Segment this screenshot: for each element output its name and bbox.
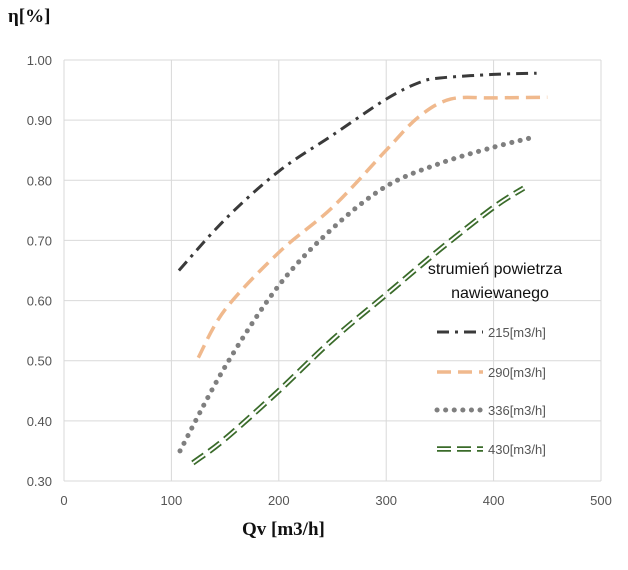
y-tick-label: 0.40 <box>27 414 52 429</box>
series-line-4-inner <box>192 187 525 464</box>
legend: 215[m3/h] 290[m3/h] 336[m3/h] 430[m3/h] <box>434 325 546 457</box>
y-tick-labels: 0.30 0.40 0.50 0.60 0.70 0.80 0.90 1.00 <box>27 53 52 489</box>
x-tick-labels: 0 100 200 300 400 500 <box>60 493 611 508</box>
series-line-3 <box>177 134 537 454</box>
legend-entry-2: 290[m3/h] <box>488 365 546 380</box>
legend-title-line-2: nawiewanego <box>451 285 549 302</box>
x-tick-label: 100 <box>161 493 183 508</box>
y-tick-label: 0.30 <box>27 474 52 489</box>
x-tick-label: 0 <box>60 493 67 508</box>
x-tick-label: 500 <box>590 493 612 508</box>
y-tick-label: 0.70 <box>27 233 52 248</box>
x-tick-label: 300 <box>375 493 397 508</box>
series-lines <box>177 71 548 466</box>
x-axis-label: Qv [m3/h] <box>242 519 325 540</box>
legend-entry-3: 336[m3/h] <box>488 403 546 418</box>
y-tick-label: 0.80 <box>27 173 52 188</box>
y-tick-label: 1.00 <box>27 53 52 68</box>
y-tick-label: 0.60 <box>27 294 52 309</box>
x-tick-label: 400 <box>483 493 505 508</box>
y-tick-label: 0.50 <box>27 354 52 369</box>
series-line-1 <box>177 71 537 272</box>
legend-title-line-1: strumień powietrza <box>427 261 563 278</box>
series-line-2 <box>196 95 548 359</box>
gridlines <box>63 59 602 482</box>
y-axis-label: η[%] <box>8 6 51 27</box>
series-line-4 <box>191 185 526 466</box>
legend-entry-4: 430[m3/h] <box>488 442 546 457</box>
y-tick-label: 0.90 <box>27 113 52 128</box>
x-tick-label: 200 <box>268 493 290 508</box>
legend-title: strumień powietrza nawiewanego <box>410 258 580 306</box>
legend-entry-1: 215[m3/h] <box>488 325 546 340</box>
